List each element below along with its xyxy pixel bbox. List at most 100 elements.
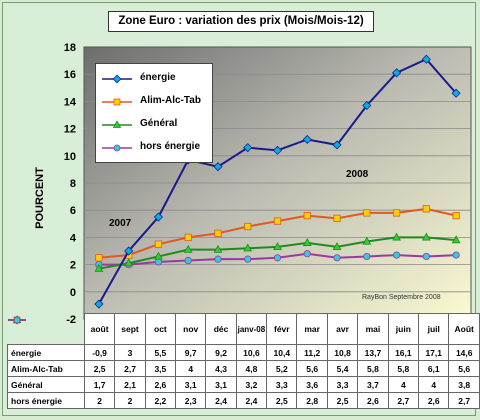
table-cell: 4 [175, 360, 207, 377]
data-point [124, 246, 134, 256]
table-cell: 2,3 [175, 392, 207, 409]
table-cell: 2,5 [266, 392, 298, 409]
data-point [303, 212, 311, 220]
table-cell: 4,3 [205, 360, 237, 377]
data-point [451, 235, 461, 244]
x-tick-label: janv-08 [235, 313, 268, 345]
legend-item: Alim-Alc-Tab [102, 93, 212, 113]
table-cell: 2,6 [144, 376, 177, 393]
annotation-2007: 2007 [109, 218, 132, 229]
y-tick-label: 0 [70, 287, 76, 299]
data-point [303, 250, 311, 258]
data-point [154, 258, 163, 266]
x-tick-label: nov [175, 313, 207, 345]
table-cell: 3,1 [175, 376, 207, 393]
table-cell: 9,2 [205, 344, 237, 361]
table-cell: 2,5 [83, 360, 116, 377]
y-tick-label: 6 [70, 205, 76, 217]
x-tick-label: sept [114, 313, 146, 345]
table-cell: 10,6 [235, 344, 268, 361]
data-point [124, 258, 134, 267]
data-point [94, 299, 104, 309]
data-point [184, 256, 192, 265]
y-tick-label: 12 [64, 124, 76, 136]
table-cell: 4,8 [235, 360, 268, 377]
table-cell: -0,9 [83, 344, 116, 361]
table-row-header: Alim-Alc-Tab [7, 316, 85, 377]
x-tick-label: mai [357, 313, 389, 345]
data-point [184, 233, 192, 241]
table-row: énergie -0,9 3 5,5 9,7 9,2 10,6 10,4 11,2 10,8 13,… [7, 315, 480, 361]
table-cell: 16,1 [387, 344, 420, 361]
x-tick-label: Août [448, 313, 480, 345]
table-row: hors énergie 2 2 2,2 2,3 2,4 2,4 2,5 2,8 2,5 2,6 2,… [7, 316, 480, 409]
y-tick-label: 10 [64, 151, 76, 163]
table-cell: 6,1 [418, 360, 450, 377]
legend-item: hors énergie [102, 139, 212, 159]
table-cell: 2,4 [205, 392, 237, 409]
data-point [422, 205, 430, 213]
table-cell: 2,2 [144, 392, 177, 409]
table-cell: 3,1 [205, 376, 237, 393]
data-point [302, 134, 312, 145]
x-tick-label: août [83, 313, 116, 345]
data-point [302, 238, 312, 246]
y-tick-label: 8 [70, 178, 76, 190]
table-header-row: août sept oct nov déc janv-08 févr mar avr mai jui… [7, 313, 480, 345]
legend-key [102, 120, 132, 128]
data-point [213, 162, 223, 172]
table-cell: 2,6 [357, 392, 389, 409]
table-cell: 10,8 [326, 344, 359, 361]
table-cell: 2,7 [387, 392, 420, 409]
data-point [363, 252, 371, 261]
y-tick-label: 16 [64, 69, 76, 81]
table-cell: 3 [114, 344, 146, 361]
table-cell: 11,2 [296, 344, 328, 361]
data-point [273, 217, 282, 225]
annotation-2008: 2008 [346, 169, 369, 180]
data-point [452, 251, 460, 259]
legend-key [102, 144, 132, 152]
legend-label: énergie [140, 72, 176, 83]
data-point [214, 255, 222, 263]
data-point [273, 242, 282, 251]
table-cell: 2,6 [418, 392, 450, 409]
table-cell: 5,5 [144, 344, 177, 361]
table-cell: 5,8 [357, 360, 389, 377]
data-point [363, 209, 371, 217]
table-cell: 5,8 [387, 360, 420, 377]
legend: énergie Alim-Alc-Tab Général hors énergie [95, 63, 213, 163]
series-name: énergie [11, 347, 42, 358]
x-tick-label: oct [144, 313, 177, 345]
table-cell: 4 [418, 376, 450, 393]
credit-text: RayBon Septembre 2008 [362, 294, 441, 301]
table-cell: 3,5 [144, 360, 177, 377]
legend-key [102, 98, 132, 106]
table-cell: 2,7 [448, 392, 480, 409]
y-tick-label: 18 [64, 42, 76, 54]
table-row-header: hors énergie [7, 316, 85, 409]
data-point [244, 255, 252, 263]
table-cell: 5,2 [266, 360, 298, 377]
x-tick-label: mar [296, 313, 328, 345]
table-cell: 2,8 [296, 392, 328, 409]
y-axis-label: POURCENT [34, 167, 46, 229]
data-point [214, 229, 222, 237]
data-point [243, 143, 253, 153]
data-point [362, 100, 372, 111]
data-point [333, 254, 341, 262]
data-point [452, 212, 460, 220]
table-cell: 4 [387, 376, 420, 393]
data-point [243, 243, 253, 252]
table-cell: 13,7 [357, 344, 389, 361]
table-cell: 2,5 [326, 392, 359, 409]
x-tick-label: juin [387, 313, 420, 345]
legend-label: Général [140, 118, 178, 129]
table-cell: 2,7 [114, 360, 146, 377]
table-row-header: Général [7, 314, 85, 393]
table-cell: 2 [83, 392, 116, 409]
legend-item: Général [102, 116, 212, 136]
data-point [422, 252, 430, 261]
data-point [94, 263, 104, 272]
